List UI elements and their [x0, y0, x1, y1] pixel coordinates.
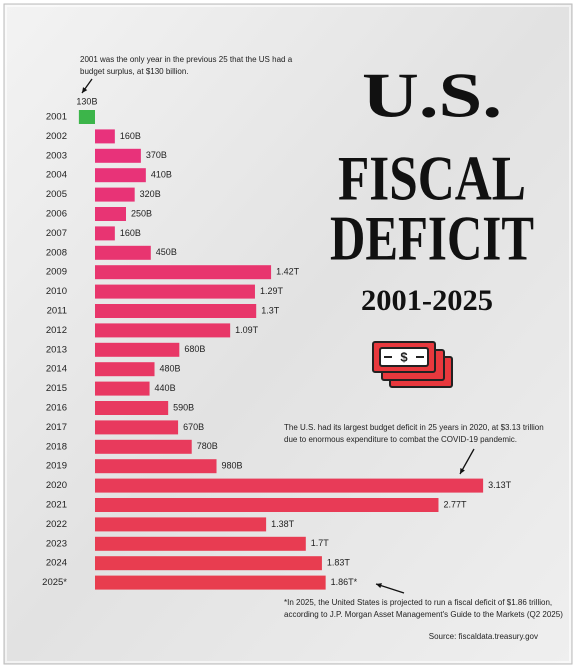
bar	[95, 517, 267, 532]
annotation: *In 2025, the United States is projected…	[284, 598, 552, 607]
bar	[95, 478, 484, 493]
value-label: 2.77T	[443, 499, 467, 509]
category-label: 2002	[46, 131, 67, 142]
bar	[95, 226, 115, 241]
value-label: 410B	[151, 170, 172, 180]
bar	[95, 148, 141, 163]
bar	[95, 187, 135, 202]
category-label: 2021	[46, 500, 67, 511]
category-label: 2012	[46, 325, 67, 336]
category-label: 2015	[46, 383, 67, 394]
category-label: 2016	[46, 403, 67, 414]
category-label: 2005	[46, 189, 67, 200]
category-label: 2022	[46, 519, 67, 530]
bar	[95, 304, 257, 318]
category-label: 2017	[46, 422, 67, 433]
value-label: 780B	[197, 441, 218, 451]
value-label: 980B	[222, 461, 243, 471]
bar	[78, 110, 95, 124]
value-label: 1.42T	[276, 267, 300, 277]
arrow-head	[82, 87, 88, 93]
bar	[95, 498, 439, 512]
bar	[95, 439, 192, 454]
value-label: 160B	[120, 131, 141, 141]
title-line: FISCAL	[338, 143, 526, 214]
bar	[95, 401, 169, 415]
bar	[95, 459, 217, 474]
category-label: 2006	[46, 209, 67, 220]
category-label: 2014	[46, 364, 67, 375]
category-label: 2025*	[42, 577, 67, 588]
bar	[95, 575, 326, 590]
category-label: 2018	[46, 441, 67, 452]
value-label: 1.09T	[235, 325, 259, 335]
svg-text:$: $	[400, 349, 408, 364]
category-label: 2004	[46, 170, 67, 181]
annotation: due to enormous expenditure to combat th…	[284, 435, 517, 444]
category-label: 2011	[47, 306, 67, 317]
value-label: 1.3T	[261, 305, 280, 315]
bar	[95, 207, 126, 221]
bar	[95, 342, 180, 357]
value-label: 320B	[140, 189, 161, 199]
category-label: 2023	[46, 538, 67, 549]
value-label: 480B	[160, 364, 181, 374]
category-label: 2013	[46, 344, 67, 355]
category-label: 2020	[46, 480, 67, 491]
bar	[95, 420, 179, 435]
title-line: DEFICIT	[330, 203, 534, 274]
value-label: 1.29T	[260, 286, 284, 296]
value-label: 670B	[183, 422, 204, 432]
category-label: 2007	[46, 228, 67, 239]
bar	[95, 245, 151, 260]
source: Source: fiscaldata.treasury.gov	[429, 632, 538, 641]
value-label: 1.38T	[271, 519, 295, 529]
bar	[95, 129, 115, 144]
value-label: 3.13T	[488, 480, 512, 490]
arrow-head	[460, 468, 465, 474]
category-label: 2009	[46, 267, 67, 278]
annotation: according to J.P. Morgan Asset Managemen…	[284, 610, 563, 619]
category-label: 2010	[46, 286, 67, 297]
value-label: 130B	[76, 96, 97, 106]
category-label: 2003	[46, 150, 67, 161]
value-label: 590B	[173, 402, 194, 412]
category-label: 2008	[46, 247, 67, 258]
category-label: 2001	[46, 112, 67, 123]
money-icon: $	[372, 341, 453, 388]
annotation: 2001 was the only year in the previous 2…	[80, 55, 293, 64]
category-label: 2024	[46, 558, 67, 569]
value-label: 1.86T*	[331, 577, 358, 587]
bar	[95, 362, 155, 377]
bar	[95, 381, 150, 396]
value-label: 250B	[131, 208, 152, 218]
value-label: 440B	[155, 383, 176, 393]
bar	[95, 284, 255, 299]
value-label: 450B	[156, 247, 177, 257]
bar	[95, 265, 272, 280]
bar	[95, 323, 231, 338]
subtitle: 2001-2025	[361, 284, 493, 317]
frame-inner	[5, 5, 571, 663]
title-line: U.S.	[362, 60, 502, 131]
value-label: 370B	[146, 150, 167, 160]
category-label: 2019	[46, 461, 67, 472]
bar	[95, 168, 146, 183]
value-label: 1.83T	[327, 558, 351, 568]
value-label: 160B	[120, 228, 141, 238]
value-label: 680B	[184, 344, 205, 354]
title-block: U.S. FISCAL DEFICIT 2001-2025	[330, 60, 534, 317]
value-label: 1.7T	[311, 538, 330, 548]
annotation: budget surplus, at $130 billion.	[80, 67, 189, 76]
bar	[95, 556, 322, 571]
annotation: The U.S. had its largest budget deficit …	[284, 423, 544, 432]
bar	[95, 536, 306, 551]
arrow-head	[376, 583, 382, 589]
